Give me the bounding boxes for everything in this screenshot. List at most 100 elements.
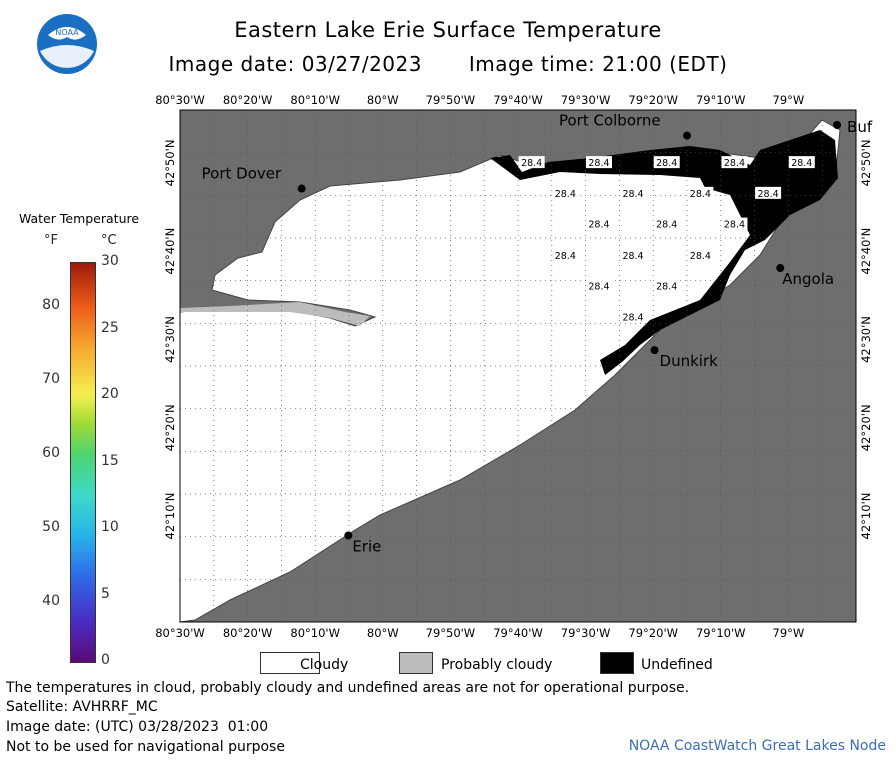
bottom-lon-label: 79°W: [773, 626, 805, 640]
top-lon-label: 80°20'W: [223, 93, 273, 107]
temperature-label-bg: [620, 310, 647, 323]
key-label-probably-cloudy: Probably cloudy: [441, 657, 553, 673]
temperature-label-bg: [721, 217, 748, 230]
city-marker-angola: [776, 264, 785, 273]
right-lat-label: 42°30'N: [859, 316, 873, 363]
bottom-lon-label: 80°10'W: [290, 626, 340, 640]
temperature-label-bg: [552, 186, 579, 199]
temperature-label: 28.4: [690, 189, 711, 200]
utc-date-text: Image date: (UTC) 03/28/2023 01:00: [6, 719, 269, 735]
city-marker-buffalo: [833, 120, 842, 129]
right-lat-label: 42°20'N: [859, 404, 873, 451]
temperature-label-bg: [585, 217, 612, 230]
top-lon-label: 80°30'W: [155, 93, 205, 107]
temperature-label: 28.4: [622, 251, 643, 262]
city-marker-erie: [344, 531, 353, 540]
celsius-tick-5: 5: [101, 585, 110, 602]
right-lat-label: 42°40'N: [859, 228, 873, 275]
temperature-colorbar: [70, 262, 96, 663]
temperature-label: 28.4: [588, 220, 609, 231]
key-swatch-cloudy: [260, 652, 320, 674]
key-swatch-undefined: [600, 652, 634, 674]
fahrenheit-tick-60: 60: [42, 445, 60, 462]
temperature-label: 28.4: [588, 282, 609, 293]
fahrenheit-tick-50: 50: [42, 519, 60, 535]
right-lat-label: 42°50'N: [859, 140, 873, 187]
navigation-warning: Not to be used for navigational purpose: [6, 739, 285, 755]
celsius-tick-25: 25: [101, 319, 119, 336]
left-lat-label: 42°30'N: [163, 316, 177, 363]
map-frame: [179, 109, 857, 623]
left-lat-label: 42°50'N: [163, 140, 177, 187]
city-label-port-colborne: Port Colborne: [559, 112, 661, 130]
temperature-label-bg: [653, 279, 680, 292]
probably-cloudy-region: [180, 302, 370, 326]
temperature-label-bg: [552, 248, 579, 261]
temperature-label-bg: [620, 248, 647, 261]
legend-title: Water Temperature: [18, 211, 140, 226]
left-lat-label: 42°10'N: [163, 493, 177, 540]
fahrenheit-tick-70: 70: [42, 371, 60, 388]
key-swatch-probably-cloudy: [399, 652, 433, 674]
image-date: Image date: 03/27/2023: [168, 52, 422, 76]
celsius-tick-30: 30: [101, 253, 119, 269]
temperature-label: 28.4: [724, 158, 745, 169]
temperature-label: 28.4: [656, 220, 677, 231]
fahrenheit-tick-80: 80: [42, 297, 60, 314]
temperature-label: 28.4: [622, 189, 643, 200]
city-label-buffalo: Buf: [847, 118, 873, 136]
image-date-time: Image date: 03/27/2023 Image time: 21:00…: [0, 52, 896, 76]
top-lon-label: 79°20'W: [628, 93, 678, 107]
temperature-label-bg: [687, 186, 714, 199]
bottom-lon-label: 80°30'W: [155, 626, 205, 640]
noaa-logo: NOAA: [37, 14, 97, 74]
left-lat-label: 42°40'N: [163, 228, 177, 275]
city-marker-port-dover: [297, 184, 306, 193]
temperature-label-bg: [755, 186, 782, 199]
temperature-label: 28.4: [588, 158, 609, 169]
city-label-port-dover: Port Dover: [202, 165, 282, 183]
celsius-tick-0: 0: [101, 652, 110, 668]
bottom-lon-label: 80°20'W: [223, 626, 273, 640]
top-lon-label: 79°50'W: [426, 93, 476, 107]
celsius-tick-10: 10: [101, 519, 119, 535]
temperature-label: 28.4: [791, 158, 812, 169]
top-lon-label: 79°10'W: [696, 93, 746, 107]
undefined-region: [490, 130, 838, 375]
bottom-lon-label: 79°50'W: [426, 626, 476, 640]
celsius-tick-15: 15: [101, 452, 119, 469]
top-lon-label: 79°40'W: [493, 93, 543, 107]
temperature-label-bg: [620, 186, 647, 199]
noaa-logo-text: NOAA: [55, 28, 79, 37]
left-lat-label: 42°20'N: [163, 404, 177, 451]
temperature-label: 28.4: [724, 220, 745, 231]
bottom-lon-label: 79°40'W: [493, 626, 543, 640]
temperature-label: 28.4: [555, 189, 576, 200]
image-time: Image time: 21:00 (EDT): [468, 52, 728, 76]
temperature-label-bg: [788, 156, 815, 169]
temperature-label: 28.4: [656, 282, 677, 293]
top-lon-label: 79°W: [773, 93, 805, 107]
bottom-lon-label: 79°20'W: [628, 626, 678, 640]
right-lat-label: 42°10'N: [859, 493, 873, 540]
top-lon-label: 80°W: [367, 93, 399, 107]
celsius-tick-20: 20: [101, 386, 119, 402]
disclaimer-text: The temperatures in cloud, probably clou…: [6, 680, 690, 696]
fahrenheit-tick-40: 40: [42, 592, 60, 609]
temperature-label: 28.4: [758, 189, 779, 200]
city-label-dunkirk: Dunkirk: [660, 352, 719, 370]
key-label-cloudy: Cloudy: [300, 657, 349, 673]
unit-celsius: °C: [101, 233, 117, 248]
temperature-label-bg: [585, 279, 612, 292]
temperature-label: 28.4: [690, 251, 711, 262]
top-lon-label: 79°30'W: [561, 93, 611, 107]
bottom-lon-label: 79°10'W: [696, 626, 746, 640]
city-marker-dunkirk: [650, 346, 659, 355]
temperature-label-bg: [653, 156, 680, 169]
bottom-lon-label: 80°W: [367, 626, 399, 640]
temperature-label-bg: [585, 156, 612, 169]
credit-text: NOAA CoastWatch Great Lakes Node: [628, 738, 886, 754]
temperature-label-bg: [518, 156, 545, 169]
temperature-label-bg: [653, 217, 680, 230]
page-title: Eastern Lake Erie Surface Temperature: [234, 18, 662, 42]
